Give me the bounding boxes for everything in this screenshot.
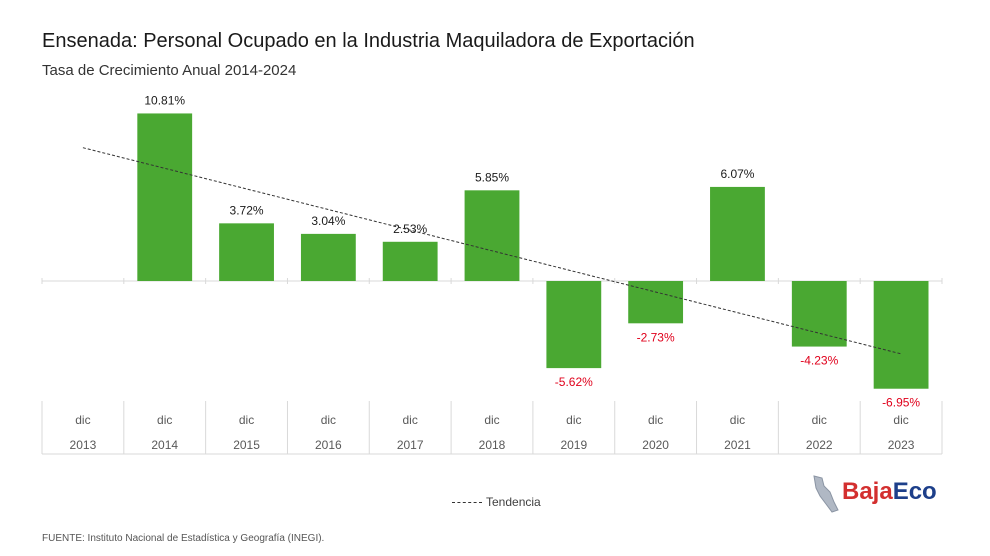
- chart-title: Ensenada: Personal Ocupado en la Industr…: [42, 30, 695, 52]
- tick-label-year-2020: 2020: [642, 438, 669, 452]
- tick-label-month-2020: dic: [648, 413, 663, 427]
- tick-label-month-2017: dic: [403, 413, 418, 427]
- logo-text-eco: Eco: [892, 478, 937, 505]
- bajaeco-logo: BajaEco: [808, 474, 946, 514]
- bar-2020: [628, 281, 684, 324]
- data-label-2018: 5.85%: [475, 170, 509, 184]
- bar-2015: [219, 223, 274, 281]
- bar-2022: [791, 281, 847, 347]
- bar-2019: [546, 281, 602, 369]
- legend-label-trend: Tendencia: [486, 495, 541, 509]
- tick-label-month-2021: dic: [730, 413, 745, 427]
- tick-label-year-2023: 2023: [888, 438, 915, 452]
- data-label-2022: -4.23%: [800, 354, 838, 368]
- logo-text-baja: Baja: [842, 478, 893, 505]
- tick-label-month-2013: dic: [75, 413, 90, 427]
- data-label-2020: -2.73%: [637, 330, 675, 344]
- tick-label-year-2016: 2016: [315, 438, 342, 452]
- source-note: FUENTE: Instituto Nacional de Estadístic…: [42, 533, 325, 544]
- data-label-2015: 3.72%: [230, 203, 264, 217]
- tick-label-year-2019: 2019: [560, 438, 587, 452]
- tick-label-year-2021: 2021: [724, 438, 751, 452]
- bar-2023: [873, 281, 929, 389]
- data-label-2021: 6.07%: [720, 167, 754, 181]
- chart-subtitle: Tasa de Crecimiento Anual 2014-2024: [42, 62, 297, 79]
- bar-2021: [710, 186, 765, 281]
- tick-label-year-2015: 2015: [233, 438, 260, 452]
- bar-2017: [382, 241, 438, 281]
- tick-label-month-2016: dic: [321, 413, 336, 427]
- tick-label-year-2017: 2017: [397, 438, 424, 452]
- tick-label-year-2022: 2022: [806, 438, 833, 452]
- tick-label-year-2018: 2018: [479, 438, 506, 452]
- baja-california-map-icon: [813, 475, 839, 513]
- bar-2018: [464, 190, 520, 281]
- tick-label-month-2023: dic: [893, 413, 908, 427]
- trend-legend-swatch: [452, 501, 482, 503]
- tick-label-year-2013: 2013: [70, 438, 97, 452]
- tick-label-month-2014: dic: [157, 413, 172, 427]
- tick-label-month-2018: dic: [484, 413, 499, 427]
- data-label-2016: 3.04%: [311, 214, 345, 228]
- tick-label-month-2022: dic: [812, 413, 827, 427]
- tick-label-year-2014: 2014: [151, 438, 178, 452]
- tick-label-month-2015: dic: [239, 413, 254, 427]
- legend: Tendencia: [452, 495, 541, 509]
- trend-line: [82, 147, 902, 355]
- tick-label-month-2019: dic: [566, 413, 581, 427]
- data-label-2019: -5.62%: [555, 375, 593, 389]
- data-label-2023: -6.95%: [882, 396, 920, 410]
- bar-chart: 10.81%3.72%3.04%2.53%5.85%-5.62%-2.73%6.…: [41, 93, 943, 455]
- bar-2016: [300, 233, 356, 281]
- bar-2014: [137, 113, 193, 281]
- data-label-2014: 10.81%: [144, 93, 185, 107]
